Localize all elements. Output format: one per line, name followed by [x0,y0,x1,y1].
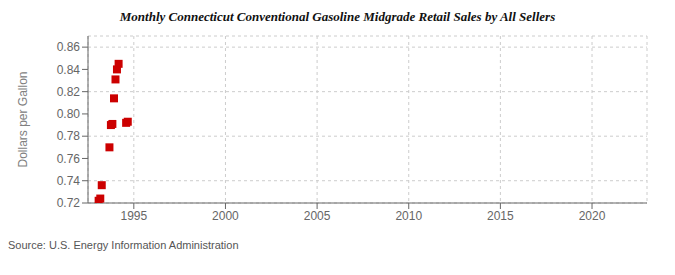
svg-text:Dollars per Gallon: Dollars per Gallon [16,71,30,167]
svg-text:0.74: 0.74 [57,174,81,188]
svg-text:0.78: 0.78 [57,129,81,143]
svg-text:0.76: 0.76 [57,152,81,166]
svg-text:0.84: 0.84 [57,63,81,77]
svg-text:2005: 2005 [304,209,331,223]
svg-text:2020: 2020 [579,209,606,223]
svg-text:2000: 2000 [212,209,239,223]
svg-text:1995: 1995 [120,209,147,223]
svg-text:0.72: 0.72 [57,196,81,210]
svg-text:0.82: 0.82 [57,85,81,99]
svg-text:0.86: 0.86 [57,40,81,54]
svg-text:0.80: 0.80 [57,107,81,121]
html-text:Source: U.S. Energy Informatio: Source: U.S. Energy Information Administ… [8,239,239,251]
html-text:Monthly Connecticut Convention: Monthly Connecticut Conventional Gasolin… [119,9,556,24]
svg-text:2010: 2010 [395,209,422,223]
svg-text:2015: 2015 [487,209,514,223]
